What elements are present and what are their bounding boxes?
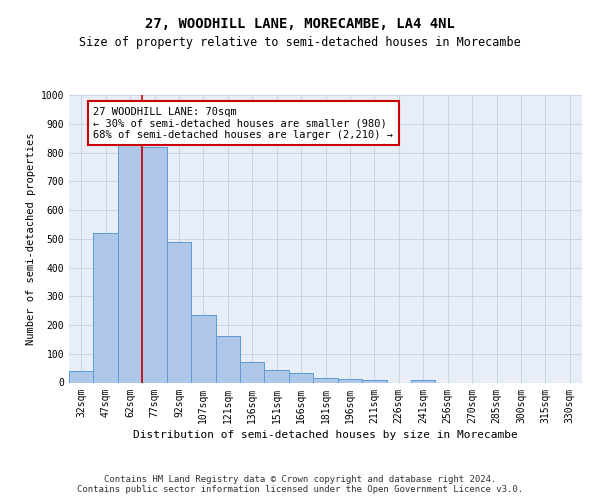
Bar (338, 379, 362, 382)
Text: 27 WOODHILL LANE: 70sqm
← 30% of semi-detached houses are smaller (980)
68% of s: 27 WOODHILL LANE: 70sqm ← 30% of semi-de… (94, 106, 394, 140)
Bar (265, 370, 289, 382)
Bar (167, 242, 191, 382)
Bar (191, 315, 215, 382)
Text: Size of property relative to semi-detached houses in Morecambe: Size of property relative to semi-detach… (79, 36, 521, 49)
Bar (69, 371, 94, 382)
Bar (313, 378, 338, 382)
Text: 27, WOODHILL LANE, MORECAMBE, LA4 4NL: 27, WOODHILL LANE, MORECAMBE, LA4 4NL (145, 18, 455, 32)
Bar (94, 233, 118, 382)
Bar (240, 362, 265, 382)
Bar (215, 336, 240, 382)
Bar (118, 144, 142, 382)
Bar (142, 147, 167, 382)
X-axis label: Distribution of semi-detached houses by size in Morecambe: Distribution of semi-detached houses by … (133, 430, 518, 440)
Bar (411, 380, 436, 382)
Bar (289, 373, 313, 382)
Text: Contains HM Land Registry data © Crown copyright and database right 2024.
Contai: Contains HM Land Registry data © Crown c… (77, 474, 523, 494)
Bar (362, 380, 386, 382)
Y-axis label: Number of semi-detached properties: Number of semi-detached properties (26, 132, 37, 345)
